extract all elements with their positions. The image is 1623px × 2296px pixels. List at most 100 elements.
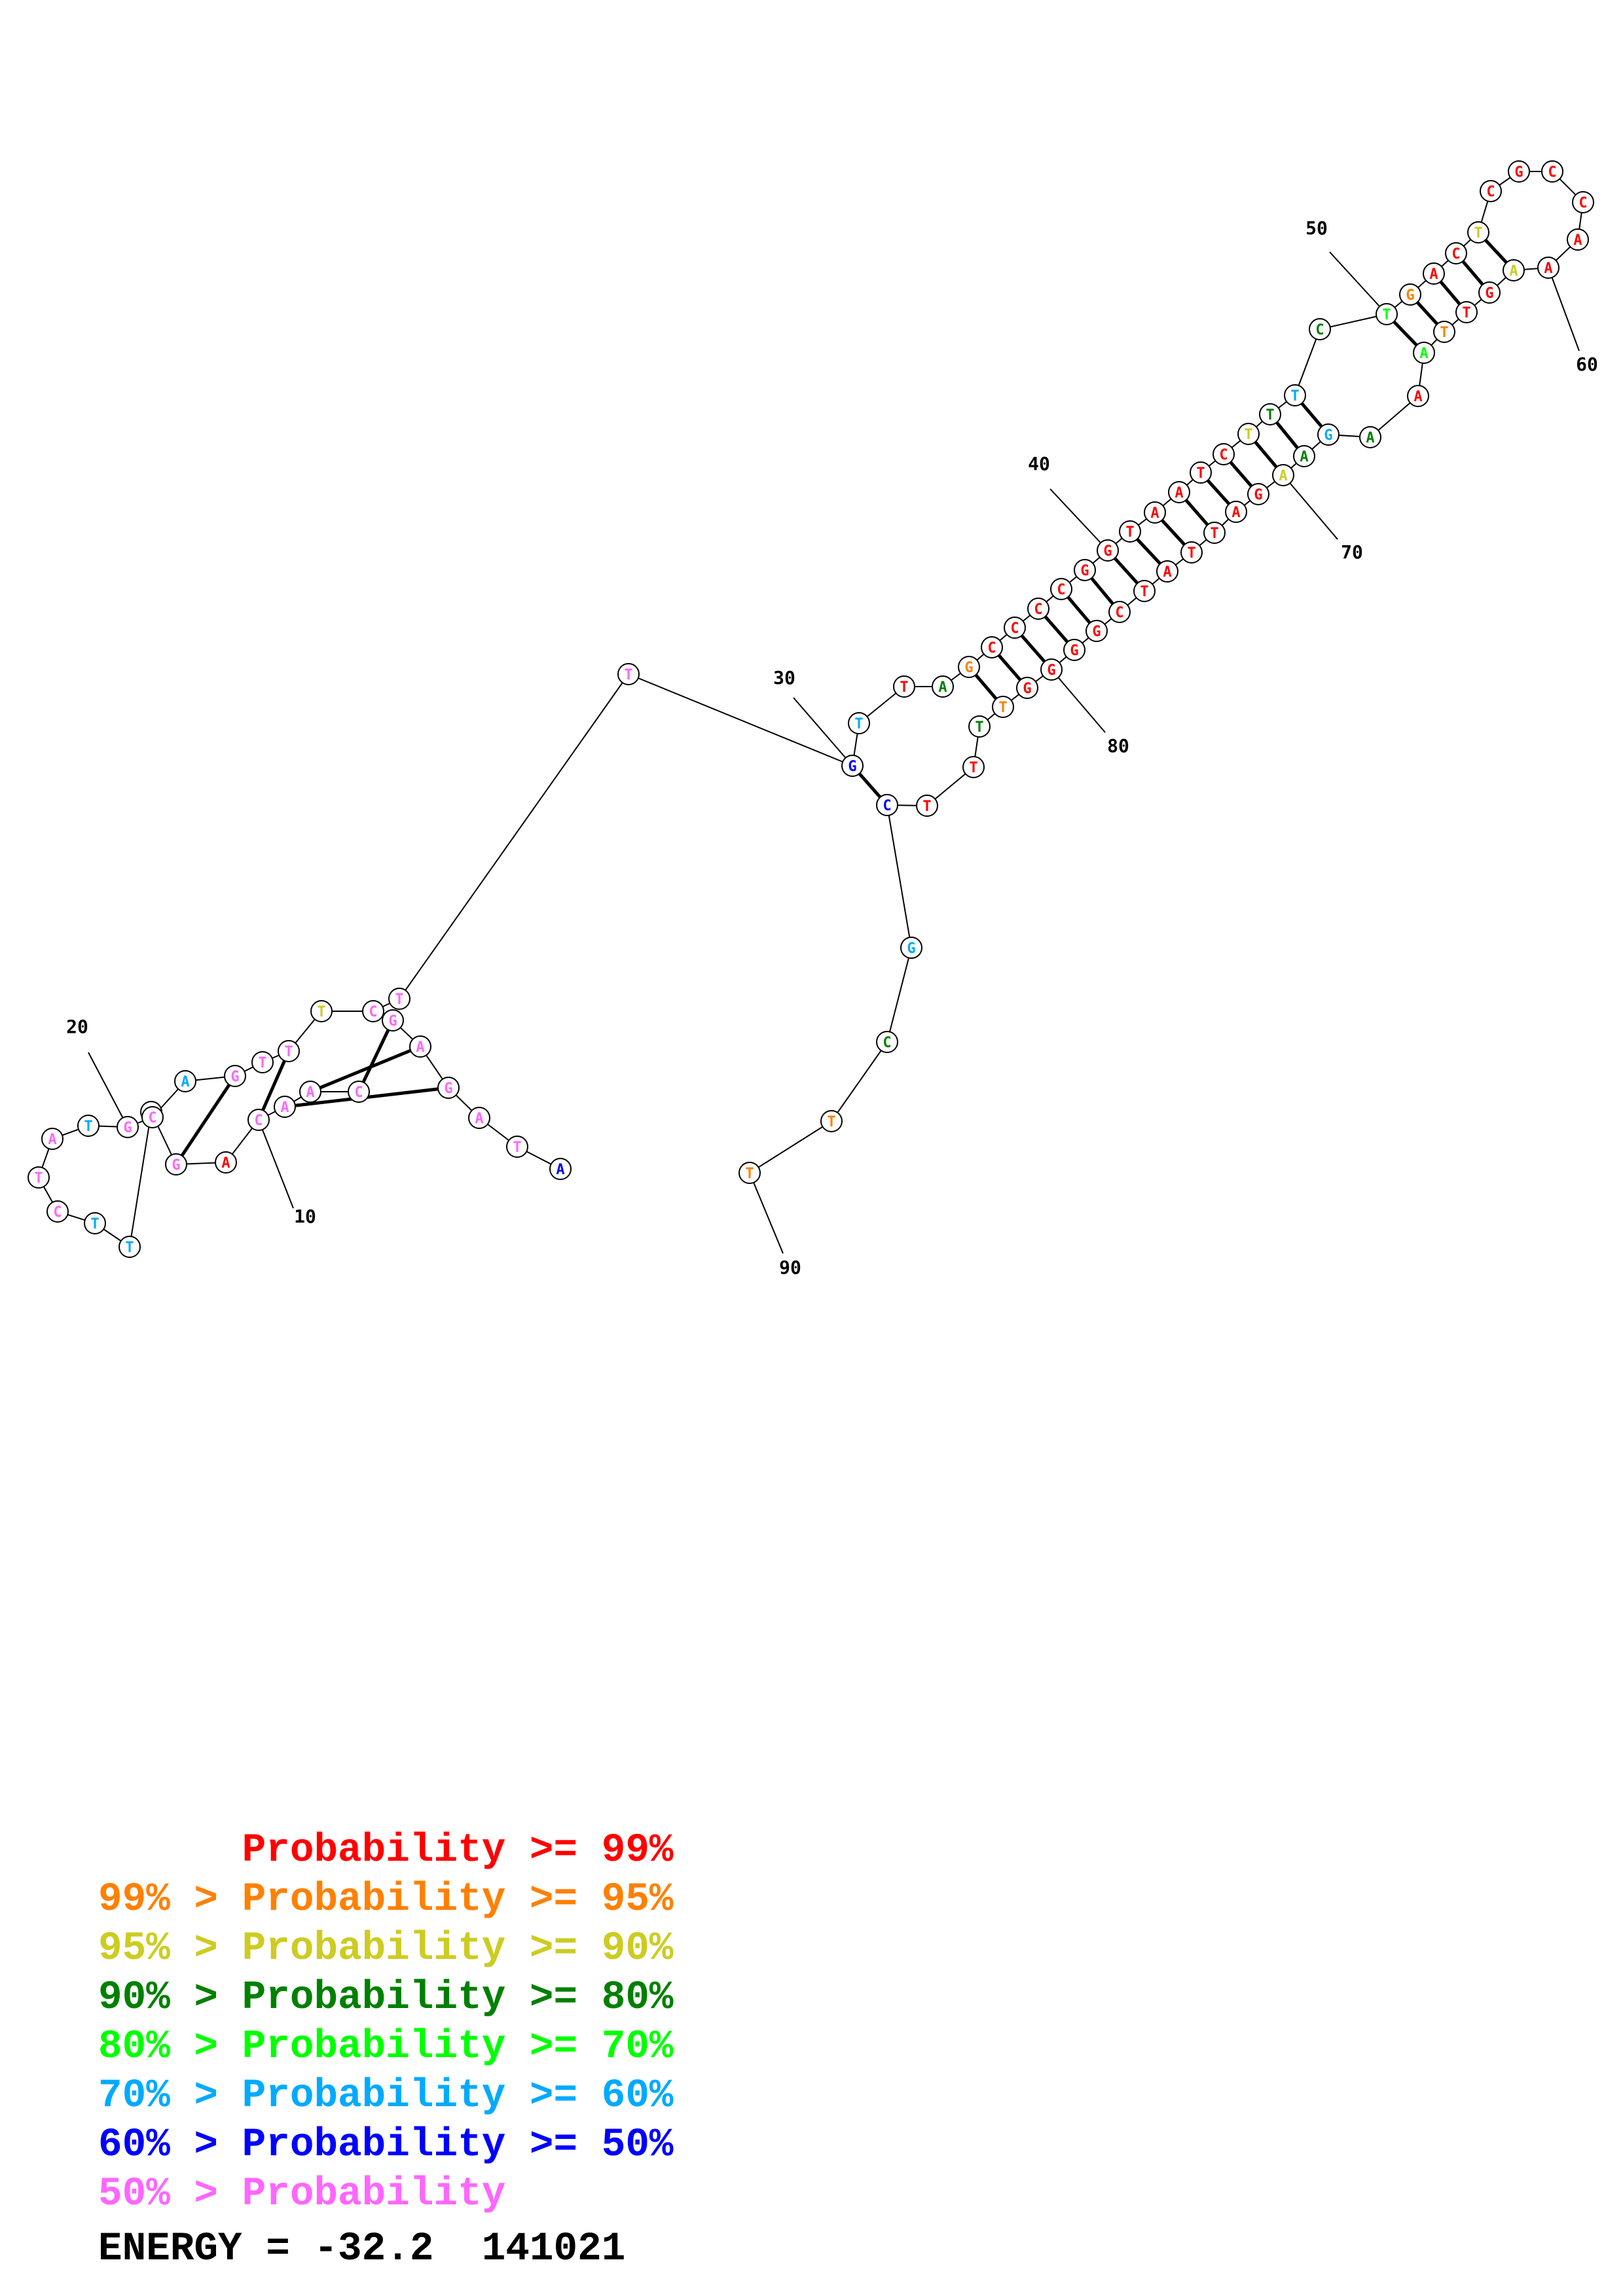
nucleotide-letter: A bbox=[556, 1162, 564, 1178]
nucleotide: A bbox=[468, 1107, 490, 1129]
nucleotide-circle bbox=[1108, 601, 1131, 623]
nucleotide-letter: G bbox=[172, 1157, 180, 1174]
nucleotide-letter: C bbox=[53, 1204, 62, 1221]
nucleotide: A bbox=[1407, 385, 1429, 407]
base-pair-bond bbox=[257, 1050, 291, 1121]
backbone-segment bbox=[749, 1121, 832, 1174]
nucleotide-circle bbox=[1203, 522, 1226, 544]
nucleotide: C bbox=[46, 1200, 69, 1223]
nucleotide-letter: T bbox=[900, 679, 908, 696]
nucleotide-circle bbox=[409, 1035, 431, 1058]
nucleotide-circle bbox=[1259, 403, 1281, 425]
tick-line bbox=[1283, 475, 1338, 540]
nucleotide-letter: G bbox=[444, 1081, 452, 1097]
nucleotide: G bbox=[1508, 160, 1530, 183]
legend-entry: Probability >= 99% bbox=[98, 1828, 674, 1873]
nucleotide-circle bbox=[1284, 384, 1306, 406]
nucleotide-circle bbox=[900, 937, 922, 959]
nucleotide-circle bbox=[1247, 483, 1269, 505]
nucleotide-letter: G bbox=[907, 941, 915, 957]
tick-line bbox=[258, 1119, 294, 1209]
nucleotide: T bbox=[1133, 580, 1156, 602]
base-pair-bond bbox=[174, 1075, 237, 1166]
nucleotide-letter: C bbox=[148, 1110, 156, 1126]
nucleotide: C bbox=[1027, 598, 1049, 620]
nucleotide: C bbox=[981, 636, 1003, 658]
nucleotide: T bbox=[1433, 321, 1455, 343]
nucleotide-circle bbox=[1190, 461, 1212, 484]
nucleotide-circle bbox=[841, 755, 864, 777]
nucleotide-circle bbox=[1063, 639, 1085, 661]
nucleotide-circle bbox=[1144, 501, 1166, 524]
nucleotide-letter: T bbox=[1474, 225, 1482, 242]
nucleotide-circle bbox=[1455, 301, 1478, 323]
nucleotide-letter: A bbox=[1429, 266, 1438, 283]
nucleotide-letter: A bbox=[1544, 260, 1552, 277]
nucleotide-circle bbox=[848, 712, 870, 734]
nucleotide: T bbox=[848, 712, 870, 734]
nucleotide: C bbox=[1309, 318, 1331, 340]
tick-line bbox=[1049, 488, 1108, 551]
energy-label: ENERGY = -32.2 141021 bbox=[98, 2227, 626, 2272]
nucleotide-letter: G bbox=[1023, 681, 1031, 697]
tick-label: 30 bbox=[773, 667, 795, 689]
nucleotide: G bbox=[165, 1153, 187, 1175]
nucleotide-letter: T bbox=[1140, 584, 1148, 600]
position-ticks: 10 20 30 40 50 60 70 80 90 bbox=[66, 217, 1598, 1278]
nucleotide: C bbox=[1050, 578, 1072, 600]
nucleotide-circle bbox=[251, 1051, 274, 1073]
tick-label: 10 bbox=[294, 1206, 316, 1227]
nucleotide-circle bbox=[1027, 598, 1049, 620]
nucleotide-letter: T bbox=[969, 760, 977, 776]
nucleotide-letter: G bbox=[1406, 287, 1414, 304]
nucleotide: G bbox=[1478, 281, 1501, 304]
probability-legend: Probability >= 99% 99% > Probability >= 9… bbox=[98, 1826, 674, 2219]
nucleotide-circle bbox=[1237, 423, 1260, 445]
nucleotide: C bbox=[1108, 601, 1131, 623]
nucleotide-letter: G bbox=[123, 1120, 132, 1136]
nucleotide-circle bbox=[299, 1081, 321, 1103]
nucleotide-letter: T bbox=[258, 1055, 266, 1071]
nucleotide: G bbox=[437, 1077, 460, 1099]
nucleotide-letter: G bbox=[230, 1069, 239, 1085]
nucleotide: A bbox=[1168, 481, 1190, 503]
nucleotide: G bbox=[1063, 639, 1085, 661]
nucleotide: T bbox=[820, 1110, 843, 1132]
legend-entry: 50% > Probability bbox=[98, 2172, 506, 2217]
nucleotide: C bbox=[1480, 180, 1502, 202]
nucleotide-letter: T bbox=[1125, 524, 1134, 541]
nucleotide-letter: C bbox=[1057, 582, 1065, 598]
nucleotide-letter: G bbox=[388, 1013, 397, 1030]
nucleotide: T bbox=[1203, 522, 1226, 544]
tick-label: 90 bbox=[779, 1257, 801, 1278]
nucleotide-letter: A bbox=[1413, 389, 1422, 405]
nucleotide-letter: A bbox=[416, 1039, 424, 1056]
nucleotide-letter: A bbox=[1419, 346, 1428, 362]
nucleotide-circle bbox=[1433, 321, 1455, 343]
nucleotide-circle bbox=[1119, 520, 1141, 543]
nucleotide-circle bbox=[1537, 257, 1559, 279]
nucleotide-circle bbox=[876, 794, 898, 816]
nucleotide-letter: G bbox=[1080, 563, 1089, 579]
nucleotide: G bbox=[224, 1065, 246, 1087]
nucleotide: C bbox=[1004, 617, 1026, 639]
nucleotide-circle bbox=[1016, 677, 1038, 699]
nucleotide: T bbox=[617, 663, 640, 685]
base-pair-lines bbox=[149, 231, 1515, 1166]
nucleotide-letter: T bbox=[1462, 305, 1470, 321]
nucleotide-circle bbox=[876, 1031, 898, 1053]
nucleotide: T bbox=[1284, 384, 1306, 406]
nucleotide: A bbox=[1503, 259, 1525, 281]
nucleotide: A bbox=[1537, 257, 1559, 279]
nucleotide: T bbox=[310, 1000, 333, 1022]
nucleotide-circle bbox=[1004, 617, 1026, 639]
nucleotide-circle bbox=[278, 1040, 300, 1062]
nucleotide-circle bbox=[382, 1009, 404, 1031]
nucleotide: T bbox=[893, 675, 915, 698]
nucleotide: T bbox=[968, 715, 991, 738]
nucleotide-letter: A bbox=[221, 1155, 230, 1172]
backbone-lines bbox=[38, 171, 1584, 1247]
nucleotide-letter: T bbox=[1440, 325, 1448, 341]
tick-line bbox=[749, 1172, 784, 1254]
nucleotide-letter: G bbox=[1070, 643, 1078, 659]
